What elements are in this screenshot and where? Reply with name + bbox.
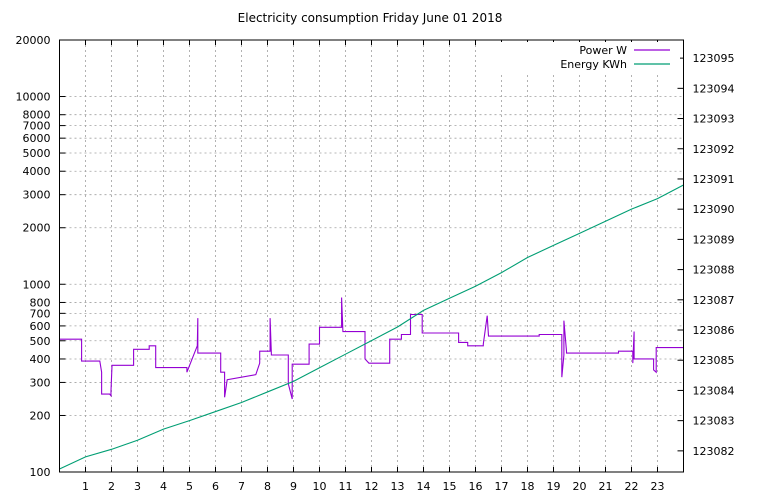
x-tick-label: 5 — [186, 480, 193, 493]
y-right-tick-label: 123087 — [693, 294, 735, 307]
y-left-tick-label: 6000 — [23, 132, 51, 145]
y-left-tick-label: 600 — [30, 320, 51, 333]
series-layer — [59, 184, 684, 470]
y-right-tick-label: 123082 — [693, 445, 735, 458]
ticks-layer: 1 2 3 4 5 6 7 8 9 10 11 12 13 14 15 16 17 18 19 20 21 22 23100… — [16, 34, 735, 493]
series-line-power — [59, 297, 684, 400]
plot-frame — [59, 39, 684, 473]
x-tick-label: 11 — [339, 480, 353, 493]
y-left-tick-label: 200 — [30, 409, 51, 422]
y-right-tick-label: 123085 — [693, 354, 735, 367]
x-tick-label: 10 — [313, 480, 327, 493]
y-left-tick-label: 7000 — [23, 120, 51, 133]
y-left-tick-label: 20000 — [16, 34, 51, 47]
x-tick-label: 17 — [495, 480, 509, 493]
y-right-tick-label: 123095 — [693, 52, 735, 65]
y-right-tick-label: 123086 — [693, 324, 735, 337]
y-left-tick-label: 3000 — [23, 189, 51, 202]
y-left-tick-label: 4000 — [23, 165, 51, 178]
y-right-tick-label: 123093 — [693, 113, 735, 126]
y-left-tick-label: 500 — [30, 335, 51, 348]
x-tick-label: 7 — [238, 480, 245, 493]
x-tick-label: 12 — [365, 480, 379, 493]
x-tick-label: 18 — [521, 480, 535, 493]
y-right-tick-label: 123083 — [693, 415, 735, 428]
x-tick-label: 8 — [264, 480, 271, 493]
x-tick-label: 15 — [443, 480, 457, 493]
y-left-tick-label: 5000 — [23, 147, 51, 160]
x-tick-label: 6 — [212, 480, 219, 493]
x-tick-label: 23 — [651, 480, 665, 493]
x-tick-label: 22 — [625, 480, 639, 493]
x-tick-label: 9 — [290, 480, 297, 493]
legend: Power W Energy KWh — [500, 42, 680, 72]
y-left-tick-label: 400 — [30, 353, 51, 366]
series-line-energy — [59, 184, 684, 470]
y-left-tick-label: 800 — [30, 296, 51, 309]
chart-title: Electricity consumption Friday June 01 2… — [238, 11, 503, 25]
x-tick-label: 14 — [417, 480, 431, 493]
y-left-tick-label: 10000 — [16, 91, 51, 104]
y-left-tick-label: 300 — [30, 376, 51, 389]
x-tick-label: 2 — [108, 480, 115, 493]
x-tick-label: 3 — [134, 480, 141, 493]
legend-label-energy: Energy KWh — [560, 58, 627, 71]
y-right-tick-label: 123090 — [693, 203, 735, 216]
y-right-tick-label: 123089 — [693, 233, 735, 246]
legend-background — [500, 42, 680, 72]
y-right-tick-label: 123091 — [693, 173, 735, 186]
x-tick-label: 13 — [391, 480, 405, 493]
y-right-tick-label: 123084 — [693, 384, 735, 397]
y-left-tick-label: 700 — [30, 307, 51, 320]
x-tick-label: 21 — [599, 480, 613, 493]
y-left-tick-label: 8000 — [23, 109, 51, 122]
y-left-tick-label: 1000 — [23, 278, 51, 291]
x-tick-label: 4 — [160, 480, 167, 493]
y-right-tick-label: 123092 — [693, 143, 735, 156]
x-tick-label: 1 — [82, 480, 89, 493]
legend-label-power: Power W — [579, 44, 627, 57]
x-tick-label: 20 — [573, 480, 587, 493]
y-right-tick-label: 123088 — [693, 264, 735, 277]
grid-layer — [59, 39, 684, 473]
x-tick-label: 19 — [547, 480, 561, 493]
y-left-tick-label: 2000 — [23, 222, 51, 235]
x-tick-label: 16 — [469, 480, 483, 493]
y-left-tick-label: 100 — [30, 466, 51, 479]
y-right-tick-label: 123094 — [693, 82, 735, 95]
